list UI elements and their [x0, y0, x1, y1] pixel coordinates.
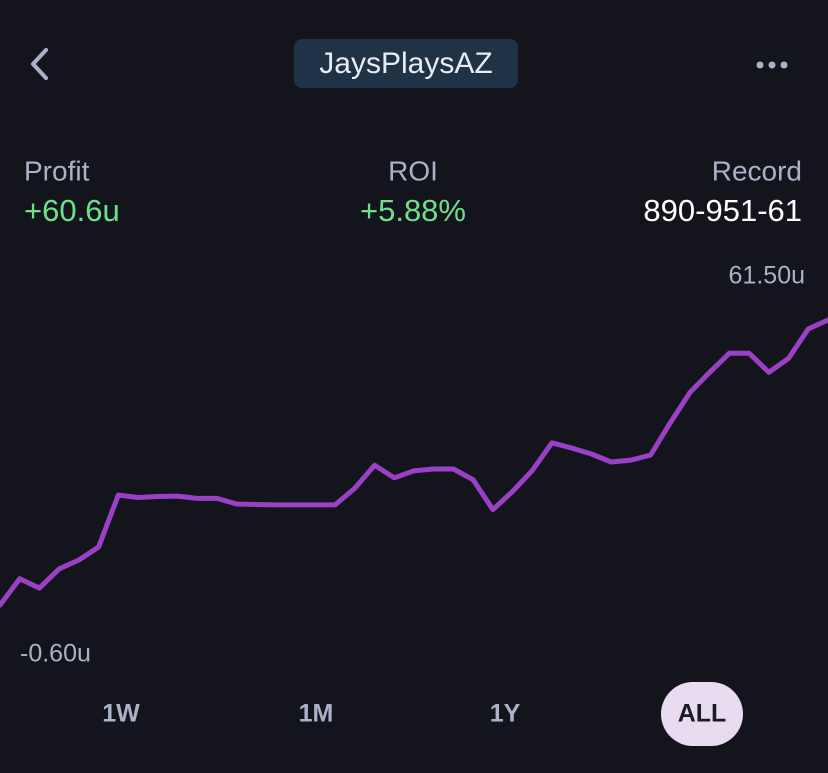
back-button[interactable] — [31, 48, 48, 80]
stat-value: +60.6u — [24, 193, 120, 228]
stat-value: 890-951-61 — [643, 193, 802, 228]
profit-line — [0, 317, 828, 608]
dot — [780, 61, 788, 69]
title: JaysPlaysAZ — [319, 47, 492, 80]
range-button[interactable]: ALL — [678, 700, 727, 728]
dot — [768, 61, 776, 69]
y-tick-label: 61.50u — [729, 262, 805, 290]
stat-label: Record — [712, 155, 802, 186]
stat-label: ROI — [388, 155, 438, 186]
range-button[interactable]: 1W — [102, 700, 140, 728]
range-button[interactable]: 1M — [299, 700, 334, 728]
stat-label: Profit — [24, 155, 90, 186]
range-selected-bg — [661, 682, 743, 746]
title-badge — [294, 39, 518, 88]
dot — [756, 61, 764, 69]
more-button[interactable] — [756, 61, 788, 69]
stat-value: +5.88% — [360, 193, 466, 228]
y-tick-label: -0.60u — [20, 640, 91, 668]
range-button[interactable]: 1Y — [490, 700, 521, 728]
